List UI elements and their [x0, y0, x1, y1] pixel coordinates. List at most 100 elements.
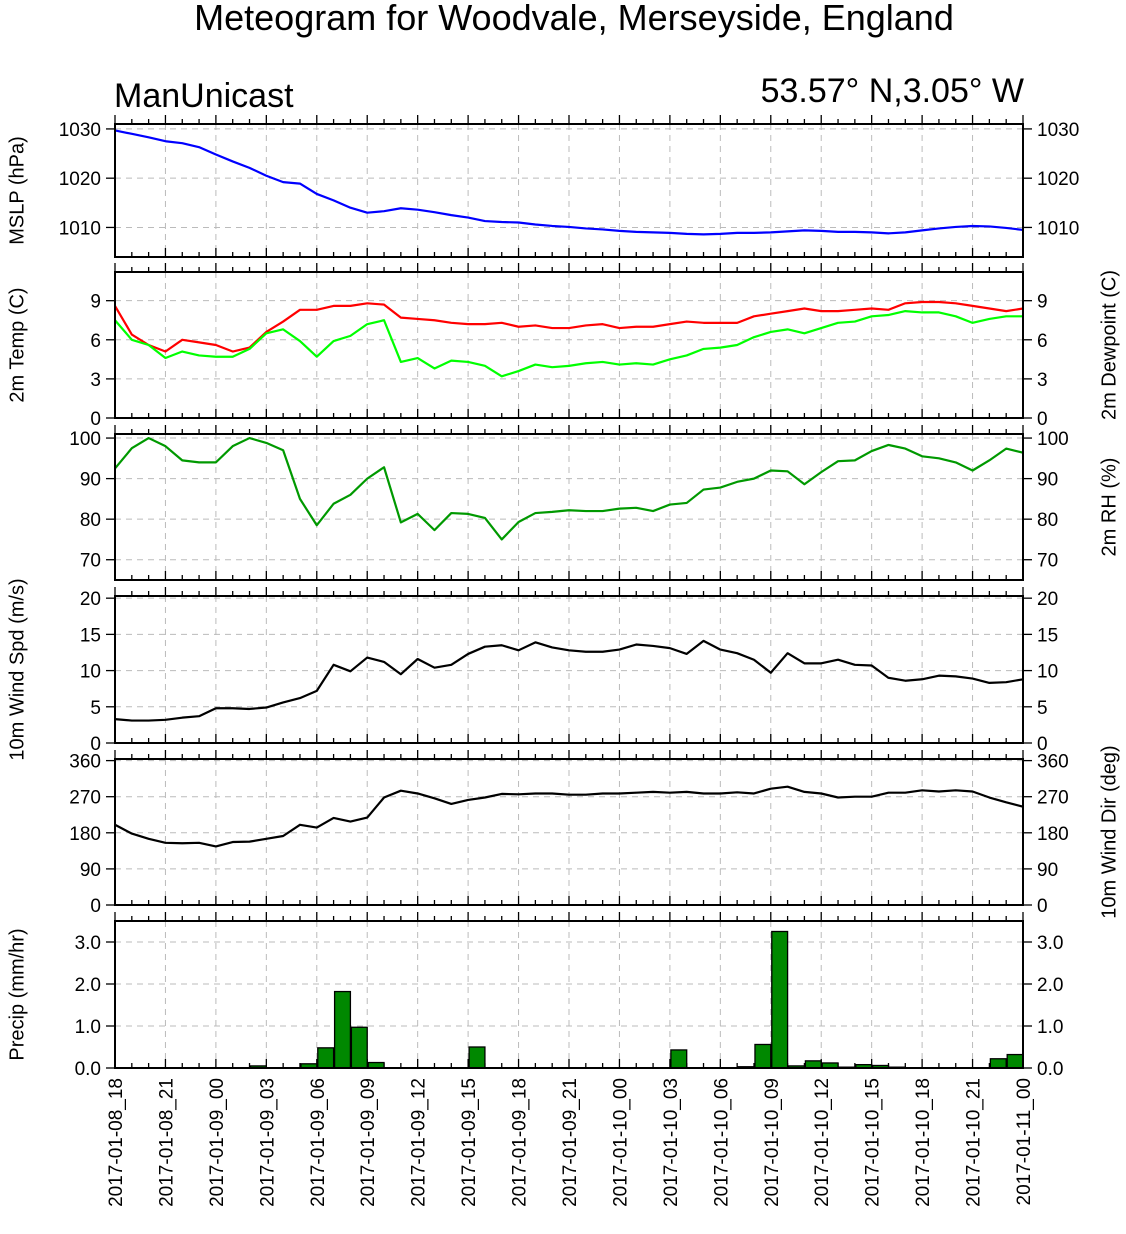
y-tick-label-right: 100 [1037, 429, 1069, 450]
panel-frame [114, 433, 1024, 581]
panel-frame [114, 758, 1024, 906]
y-tick-label-right: 70 [1037, 551, 1058, 572]
y-tick-label-left: 100 [69, 429, 101, 450]
y-tick-label-right: 180 [1037, 824, 1069, 845]
chart-title: Meteogram for Woodvale, Merseyside, Engl… [194, 0, 954, 38]
temperature-panel: 0 0 3 3 6 6 9 9 2m Temp (C) 2m Dewpoint (C) [6, 263, 1120, 430]
x-tick-label: 2017-01-09_09 [358, 1078, 379, 1207]
y-tick-label-left: 6 [90, 331, 101, 352]
precip-bar [771, 930, 789, 1069]
series-line-0 [114, 129, 1024, 236]
precip-bar [468, 1046, 486, 1069]
panel-frame [114, 920, 1024, 1069]
x-tick-label: 2017-01-10_00 [610, 1078, 631, 1207]
y-tick-label-left: 80 [80, 510, 101, 531]
y-tick-label-left: 0 [90, 896, 101, 917]
precip-bar [804, 1060, 822, 1069]
y-axis-title-left: Precip (mm/hr) [6, 928, 28, 1060]
y-axis-title-right: 2m RH (%) [1098, 458, 1120, 557]
precip-bar [317, 1047, 335, 1069]
series-line-0 [114, 436, 1024, 541]
series-line-0 [114, 785, 1024, 848]
x-tick-label: 2017-01-10_21 [964, 1078, 985, 1207]
y-tick-label-right: 0.0 [1037, 1059, 1063, 1080]
y-tick-label-right: 9 [1037, 292, 1048, 313]
y-tick-label-left: 1.0 [75, 1017, 101, 1038]
y-tick-label-right: 6 [1037, 331, 1048, 352]
y-tick-label-right: 90 [1037, 470, 1058, 491]
y-tick-label-left: 5 [90, 698, 101, 719]
series-line-0 [114, 639, 1024, 722]
y-tick-label-left: 90 [80, 860, 101, 881]
y-tick-label-left: 10 [80, 662, 101, 683]
y-axis-title-left: 2m Temp (C) [6, 287, 28, 402]
x-tick-label: 2017-01-09_18 [510, 1078, 531, 1207]
humidity-panel: 70 70 80 80 90 90 100 100 2m RH (%) [69, 425, 1120, 581]
panel-frame [114, 123, 1024, 258]
location-coordinates: 53.57° N,3.05° W [761, 72, 1024, 110]
wind-speed-panel: 0 0 5 5 10 10 15 15 20 20 10m Wind Spd (m/s) [6, 578, 1058, 760]
x-tick-label: 2017-01-09_15 [459, 1078, 480, 1207]
precip-bar [754, 1043, 772, 1069]
x-tick-label: 2017-01-11_00 [1014, 1078, 1035, 1205]
panel-frame [114, 271, 1024, 419]
y-tick-label-left: 3.0 [75, 933, 101, 954]
series-line-1 [114, 310, 1023, 378]
y-tick-label-left: 1010 [59, 218, 101, 239]
precip-bar [670, 1049, 688, 1069]
x-tick-label: 2017-01-10_15 [863, 1078, 884, 1207]
x-tick-label: 2017-01-08_18 [106, 1078, 127, 1207]
series-line-0 [114, 300, 1024, 353]
x-tick-label: 2017-01-08_21 [156, 1078, 177, 1207]
y-axis-title-right: 2m Dewpoint (C) [1098, 270, 1120, 420]
x-tick-label: 2017-01-09_03 [257, 1078, 278, 1207]
x-tick-label: 2017-01-10_12 [812, 1078, 833, 1207]
y-tick-label-right: 5 [1037, 698, 1048, 719]
y-tick-label-left: 270 [69, 788, 101, 809]
x-tick-label: 2017-01-09_12 [409, 1078, 430, 1207]
panel-frame [114, 595, 1024, 744]
y-tick-label-left: 90 [80, 470, 101, 491]
y-tick-label-left: 2.0 [75, 975, 101, 996]
y-tick-label-right: 1.0 [1037, 1017, 1063, 1038]
y-tick-label-right: 15 [1037, 625, 1058, 646]
y-tick-label-left: 15 [80, 625, 101, 646]
y-tick-label-right: 1010 [1037, 218, 1079, 239]
y-tick-label-left: 0 [90, 409, 101, 430]
x-tick-label: 2017-01-10_03 [661, 1078, 682, 1207]
y-tick-label-left: 9 [90, 292, 101, 313]
x-tick-label: 2017-01-10_06 [711, 1078, 732, 1207]
x-tick-label: 2017-01-09_00 [207, 1078, 228, 1207]
y-tick-label-right: 80 [1037, 510, 1058, 531]
precip-bar [1006, 1053, 1024, 1069]
y-tick-label-left: 360 [69, 752, 101, 773]
y-tick-label-right: 10 [1037, 662, 1058, 683]
x-tick-label: 2017-01-09_06 [308, 1078, 329, 1207]
y-tick-label-right: 0 [1037, 896, 1048, 917]
y-tick-label-right: 2.0 [1037, 975, 1063, 996]
x-tick-label: 2017-01-10_09 [762, 1078, 783, 1207]
y-tick-label-left: 180 [69, 824, 101, 845]
x-tick-label: 2017-01-09_21 [560, 1078, 581, 1207]
wind-direction-panel: 0 0 90 90 180 180 270 270 360 360 10m Wind Dir (de… [69, 745, 1120, 918]
y-tick-label-left: 3 [90, 370, 101, 391]
y-tick-label-right: 3 [1037, 370, 1048, 391]
precip-bar [350, 1026, 368, 1069]
y-tick-label-right: 1020 [1037, 169, 1079, 190]
precip-bar [989, 1058, 1007, 1069]
y-axis-title-left: 10m Wind Spd (m/s) [6, 578, 28, 760]
y-tick-label-right: 1030 [1037, 120, 1079, 141]
x-tick-label: 2017-01-10_18 [913, 1078, 934, 1207]
model-name: ManUnicast [114, 77, 294, 115]
y-axis-title-right: 10m Wind Dir (deg) [1098, 745, 1120, 918]
y-tick-label-right: 90 [1037, 860, 1058, 881]
y-tick-label-right: 360 [1037, 752, 1069, 773]
mslp-panel: 1010 1010 1020 1020 1030 1030 MSLP (hPa) [6, 115, 1079, 258]
y-tick-label-left: 1020 [59, 169, 101, 190]
y-tick-label-right: 270 [1037, 788, 1069, 809]
precip-bar [333, 990, 352, 1069]
y-tick-label-right: 0 [1037, 734, 1048, 755]
y-tick-label-left: 0 [90, 734, 101, 755]
